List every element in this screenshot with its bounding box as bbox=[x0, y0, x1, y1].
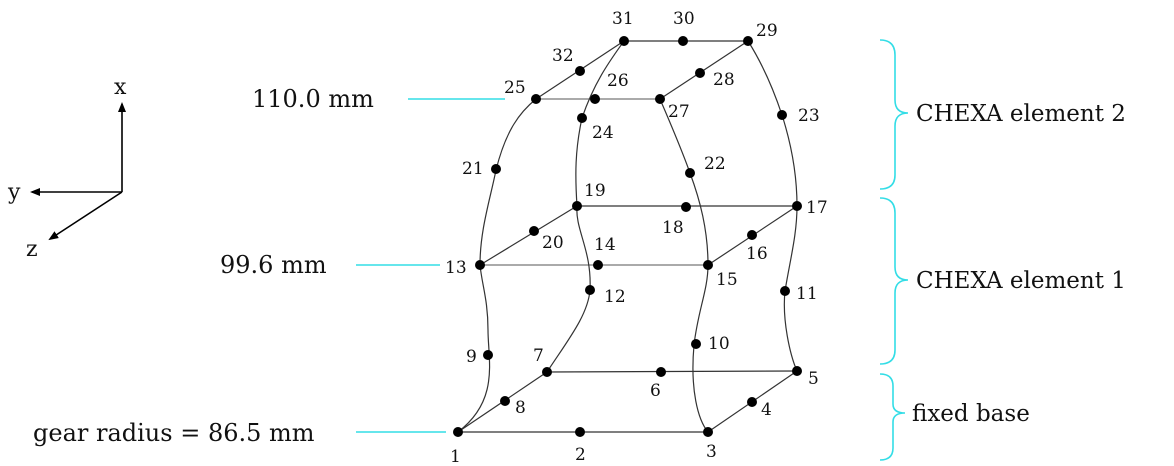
node-24 bbox=[577, 113, 587, 123]
node-26 bbox=[590, 94, 600, 104]
node-3 bbox=[703, 427, 713, 437]
node-label-4: 4 bbox=[761, 400, 772, 420]
node-label-30: 30 bbox=[673, 9, 695, 29]
node-label-22: 22 bbox=[704, 154, 726, 174]
node-labels: 1 2 3 4 5 6 7 8 9 10 11 12 13 14 15 16 1… bbox=[445, 9, 828, 466]
node-label-3: 3 bbox=[706, 442, 717, 462]
node-label-21: 21 bbox=[462, 159, 484, 179]
node-14 bbox=[593, 260, 603, 270]
node-label-24: 24 bbox=[592, 123, 614, 143]
node-label-32: 32 bbox=[552, 46, 574, 66]
node-27 bbox=[655, 94, 665, 104]
node-30 bbox=[678, 36, 688, 46]
node-label-29: 29 bbox=[756, 21, 778, 41]
node-22 bbox=[685, 168, 695, 178]
node-25 bbox=[531, 94, 541, 104]
brace-label-element-1: CHEXA element 1 bbox=[916, 268, 1126, 294]
node-8 bbox=[500, 396, 510, 406]
node-label-17: 17 bbox=[806, 198, 828, 218]
node-label-12: 12 bbox=[604, 287, 626, 307]
node-2 bbox=[575, 427, 585, 437]
node-label-1: 1 bbox=[450, 447, 461, 466]
node-21 bbox=[491, 164, 501, 174]
coordinate-axes: x y z bbox=[7, 75, 127, 262]
node-label-15: 15 bbox=[716, 270, 738, 290]
brace-label-fixed-base: fixed base bbox=[912, 401, 1030, 427]
node-label-27: 27 bbox=[668, 102, 690, 122]
node-32 bbox=[575, 66, 585, 76]
node-label-11: 11 bbox=[796, 284, 818, 304]
brace-labels: CHEXA element 2 CHEXA element 1 fixed ba… bbox=[912, 101, 1126, 427]
node-16 bbox=[747, 230, 757, 240]
y-axis-label: y bbox=[7, 180, 21, 205]
dimension-labels: 110.0 mm 99.6 mm gear radius = 86.5 mm bbox=[33, 85, 505, 447]
node-label-25: 25 bbox=[504, 78, 526, 98]
node-11 bbox=[780, 286, 790, 296]
node-label-9: 9 bbox=[466, 347, 477, 367]
node-10 bbox=[691, 339, 701, 349]
node-label-13: 13 bbox=[445, 258, 467, 278]
z-axis-arrow bbox=[48, 191, 123, 241]
node-label-10: 10 bbox=[708, 334, 730, 354]
node-label-6: 6 bbox=[650, 381, 661, 401]
z-axis-label: z bbox=[26, 237, 38, 262]
node-15 bbox=[703, 260, 713, 270]
mesh-edges bbox=[457, 40, 798, 433]
node-label-28: 28 bbox=[713, 70, 735, 90]
node-label-18: 18 bbox=[662, 218, 684, 238]
node-label-23: 23 bbox=[798, 106, 820, 126]
node-31 bbox=[619, 36, 629, 46]
node-label-16: 16 bbox=[746, 244, 768, 264]
node-12 bbox=[585, 285, 595, 295]
brace-label-element-2: CHEXA element 2 bbox=[916, 101, 1126, 127]
node-19 bbox=[572, 201, 582, 211]
node-20 bbox=[529, 226, 539, 236]
node-label-19: 19 bbox=[584, 181, 606, 201]
node-label-31: 31 bbox=[612, 9, 634, 29]
node-6 bbox=[656, 367, 666, 377]
node-18 bbox=[681, 202, 691, 212]
braces bbox=[879, 39, 909, 461]
node-4 bbox=[747, 397, 757, 407]
node-label-20: 20 bbox=[542, 233, 564, 253]
node-28 bbox=[695, 68, 705, 78]
node-label-7: 7 bbox=[533, 346, 544, 366]
node-5 bbox=[792, 366, 802, 376]
brace-element-1 bbox=[879, 197, 909, 365]
node-label-26: 26 bbox=[607, 71, 629, 91]
node-17 bbox=[792, 201, 802, 211]
dimension-label-110mm: 110.0 mm bbox=[252, 85, 374, 113]
node-7 bbox=[542, 367, 552, 377]
brace-element-2 bbox=[879, 39, 909, 190]
node-9 bbox=[483, 350, 493, 360]
node-label-14: 14 bbox=[594, 235, 616, 255]
dimension-label-gear-radius: gear radius = 86.5 mm bbox=[33, 419, 315, 447]
node-23 bbox=[777, 110, 787, 120]
mesh-nodes bbox=[453, 36, 802, 437]
brace-fixed-base bbox=[879, 373, 906, 461]
node-13 bbox=[475, 260, 485, 270]
node-label-5: 5 bbox=[808, 369, 819, 389]
dimension-label-99-6mm: 99.6 mm bbox=[220, 251, 327, 279]
node-label-8: 8 bbox=[515, 398, 526, 418]
node-label-2: 2 bbox=[575, 445, 586, 465]
x-axis-label: x bbox=[114, 75, 127, 100]
node-29 bbox=[743, 36, 753, 46]
node-1 bbox=[453, 427, 463, 437]
